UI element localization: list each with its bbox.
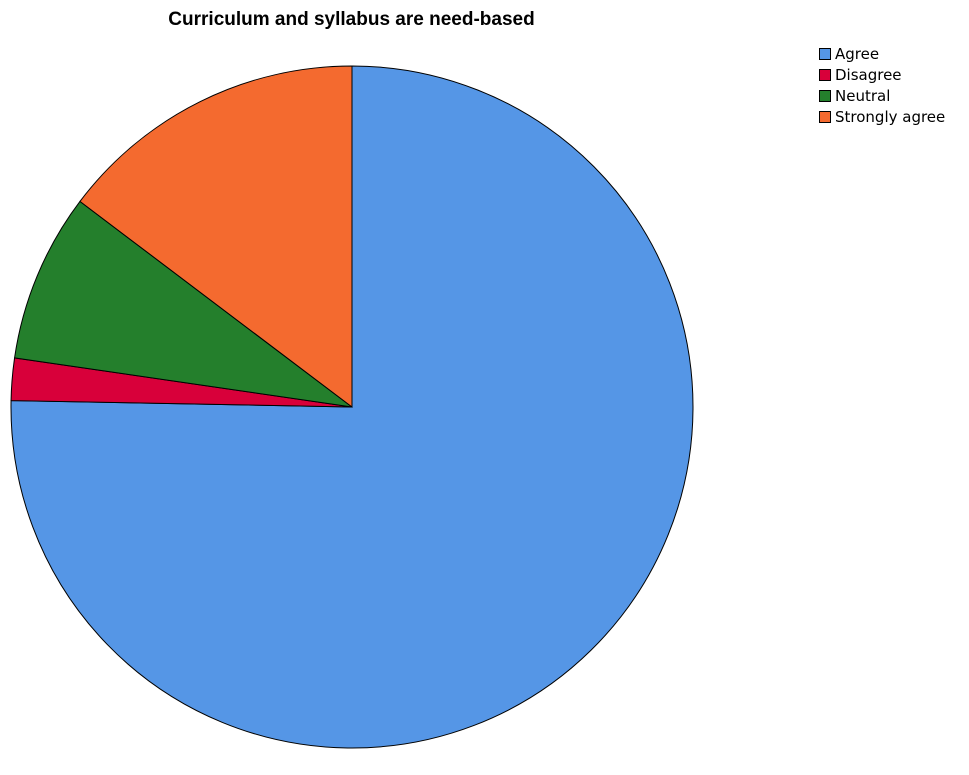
legend-label: Neutral	[835, 86, 891, 105]
legend-swatch	[819, 47, 831, 60]
legend-label: Agree	[835, 44, 880, 63]
pie-slice-neutral	[13, 200, 353, 408]
legend-label: Disagree	[835, 65, 902, 84]
pie-slice-strongly-agree	[79, 65, 353, 409]
chart-title: Curriculum and syllabus are need-based	[168, 9, 535, 30]
legend-swatch	[819, 68, 831, 81]
legend-item: Disagree	[819, 64, 945, 85]
legend: Agree Disagree Neutral Strongly agree	[819, 43, 945, 127]
legend-swatch	[819, 110, 831, 123]
legend-label: Strongly agree	[835, 107, 946, 126]
pie-chart	[10, 65, 694, 749]
legend-item: Agree	[819, 43, 945, 64]
legend-item: Strongly agree	[819, 106, 945, 127]
legend-swatch	[819, 89, 831, 102]
legend-item: Neutral	[819, 85, 945, 106]
